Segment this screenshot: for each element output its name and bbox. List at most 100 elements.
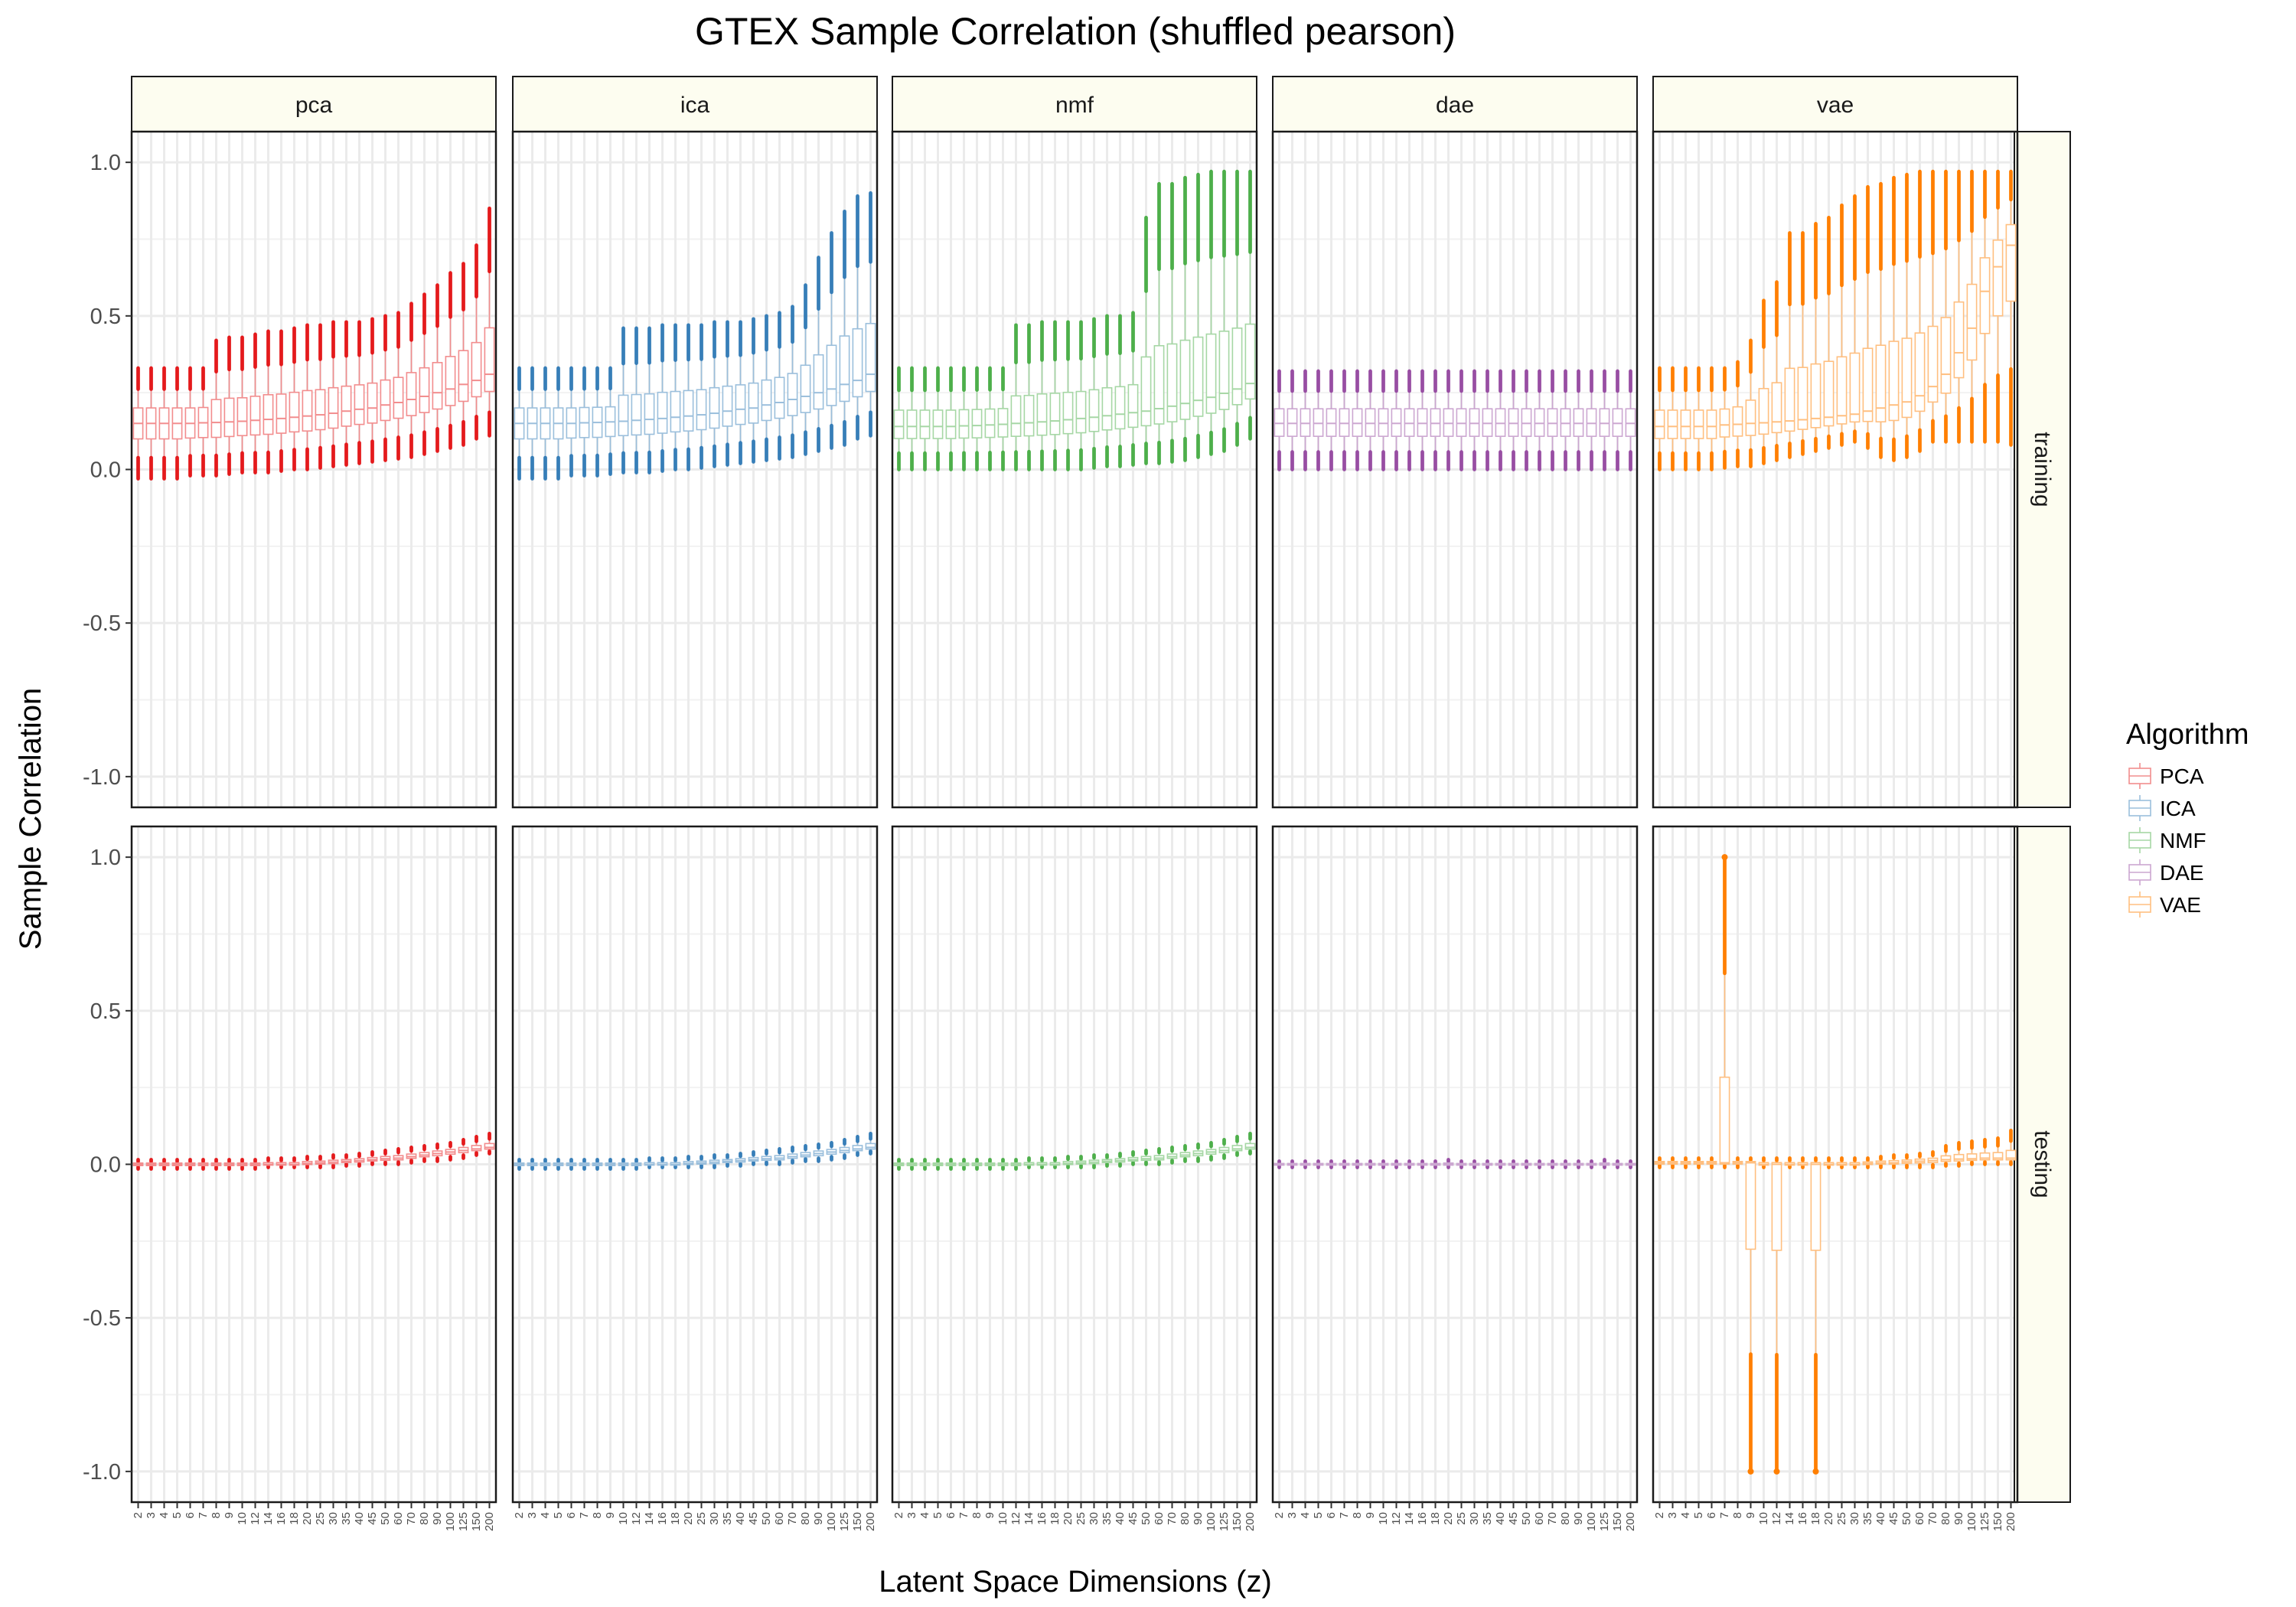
box-body [670, 390, 681, 433]
x-tick-label: 50 [1520, 1512, 1533, 1525]
box-body [1732, 406, 1743, 437]
box-body [354, 384, 365, 425]
box-body [800, 364, 811, 413]
box-nmf-testing-z60 [1153, 1147, 1165, 1166]
box-body [631, 393, 642, 436]
box-ica-training-z35 [722, 320, 733, 467]
x-tick-label: 6 [944, 1512, 957, 1518]
box-vae-testing-z45 [1888, 1153, 1900, 1169]
box-ica-training-z4 [540, 366, 551, 481]
x-tick-label: 6 [565, 1512, 578, 1518]
box-body [1667, 409, 1678, 439]
box-nmf-training-z2 [893, 366, 905, 471]
box-body [1573, 408, 1584, 437]
legend-title: Algorithm [2126, 719, 2249, 751]
x-tick-label: 14 [1022, 1512, 1035, 1525]
box-body [1940, 317, 1952, 394]
x-tick-label: 20 [1062, 1512, 1075, 1525]
box-nmf-testing-z2 [893, 1158, 905, 1171]
x-tick-label: 6 [1325, 1512, 1338, 1518]
box-dae-testing-z14 [1404, 1159, 1415, 1169]
box-ica-testing-z9 [605, 1158, 616, 1171]
legend-items: PCA ICA NMF DAE VAE [2128, 763, 2206, 918]
box-vae-testing-z9 [1745, 1156, 1756, 1475]
box-nmf-training-z50 [1140, 216, 1152, 465]
box-vae-training-z2 [1654, 366, 1665, 471]
box-body [1010, 395, 1022, 437]
panel-ica-training [513, 132, 877, 807]
x-tick-label: 35 [340, 1512, 353, 1525]
box-pca-testing-z2 [132, 1158, 144, 1171]
box-vae-testing-z60 [1914, 1152, 1926, 1169]
x-tick-label: 4 [539, 1512, 552, 1518]
box-body [1612, 408, 1623, 437]
box-pca-training-z8 [210, 338, 222, 478]
box-ica-testing-z40 [735, 1152, 746, 1168]
x-tick-label: 7 [957, 1512, 970, 1518]
box-pca-training-z9 [223, 335, 235, 476]
box-vae-testing-z16 [1797, 1156, 1808, 1169]
box-dae-testing-z40 [1495, 1159, 1506, 1169]
box-dae-training-z60 [1534, 369, 1545, 471]
facet-column-dae: dae [1272, 76, 1638, 1502]
x-tick-label: 25 [1455, 1512, 1468, 1525]
box-pca-testing-z45 [367, 1150, 378, 1166]
box-pca-testing-z40 [354, 1152, 365, 1168]
box-ica-training-z50 [761, 314, 772, 462]
box-dae-training-z2 [1274, 369, 1285, 471]
box-dae-testing-z20 [1443, 1158, 1454, 1169]
box-dae-testing-z100 [1586, 1159, 1597, 1169]
box-vae-testing-z20 [1823, 1156, 1835, 1169]
box-vae-training-z35 [1862, 184, 1874, 450]
y-axis-training: -1.0 -0.5 0.0 0.5 1.0 [83, 151, 132, 790]
x-tick-label: 20 [1442, 1512, 1455, 1525]
series-pca-training [132, 206, 495, 481]
facet-panels: pca ica nmf dae vae training testing -1.0 -0.5 0.… [83, 76, 2071, 1531]
box-vae-testing-z150 [1992, 1136, 2004, 1166]
y-tick-label: 0.0 [90, 1153, 121, 1178]
legend: Algorithm PCA ICA NMF DAE VAE [2126, 719, 2249, 918]
x-tick-label: 40 [734, 1512, 747, 1525]
box-pca-testing-z8 [210, 1158, 222, 1171]
x-tick-label: 70 [786, 1512, 799, 1525]
series-nmf-training [893, 169, 1256, 471]
x-tick-label: 10 [617, 1512, 630, 1525]
box-nmf-training-z14 [1023, 323, 1035, 471]
box-body [1992, 239, 2004, 317]
box-vae-testing-z8 [1732, 1156, 1743, 1169]
box-ica-testing-z35 [722, 1153, 733, 1168]
x-tick-label: 30 [327, 1512, 340, 1525]
x-tick-label: 12 [630, 1512, 643, 1525]
x-tick-label: 70 [405, 1512, 418, 1525]
box-nmf-training-z35 [1101, 314, 1113, 468]
box-body [865, 1143, 876, 1150]
box-body [1456, 408, 1467, 437]
box-body [644, 393, 655, 435]
box-pca-training-z20 [302, 323, 313, 471]
box-ica-testing-z7 [579, 1158, 590, 1171]
x-tick-label: 45 [366, 1512, 379, 1525]
y-tick-label: -1.0 [83, 765, 121, 790]
box-body [1140, 356, 1152, 427]
x-tick-label: 6 [1705, 1512, 1718, 1518]
x-tick-label: 9 [223, 1512, 236, 1518]
box-vae-testing-z200 [2005, 1128, 2017, 1166]
box-vae-training-z20 [1823, 216, 1835, 450]
box-pca-training-z12 [249, 332, 261, 474]
box-ica-training-z10 [618, 326, 629, 474]
box-body [1849, 352, 1861, 423]
box-body [249, 396, 261, 436]
x-tick-label: 60 [1533, 1512, 1546, 1525]
box-vae-training-z200 [2005, 169, 2017, 447]
box-body [1101, 386, 1113, 431]
facet-column-ica: ica [512, 76, 878, 1502]
x-tick-label: 90 [1952, 1512, 1965, 1525]
box-body [618, 394, 629, 437]
box-body [813, 354, 824, 410]
box-ica-testing-z100 [826, 1141, 837, 1162]
box-ica-testing-z30 [709, 1153, 720, 1169]
box-dae-testing-z90 [1573, 1159, 1584, 1169]
x-tick-label: 16 [656, 1512, 669, 1525]
box-nmf-testing-z8 [971, 1158, 983, 1171]
box-nmf-testing-z70 [1166, 1146, 1178, 1165]
